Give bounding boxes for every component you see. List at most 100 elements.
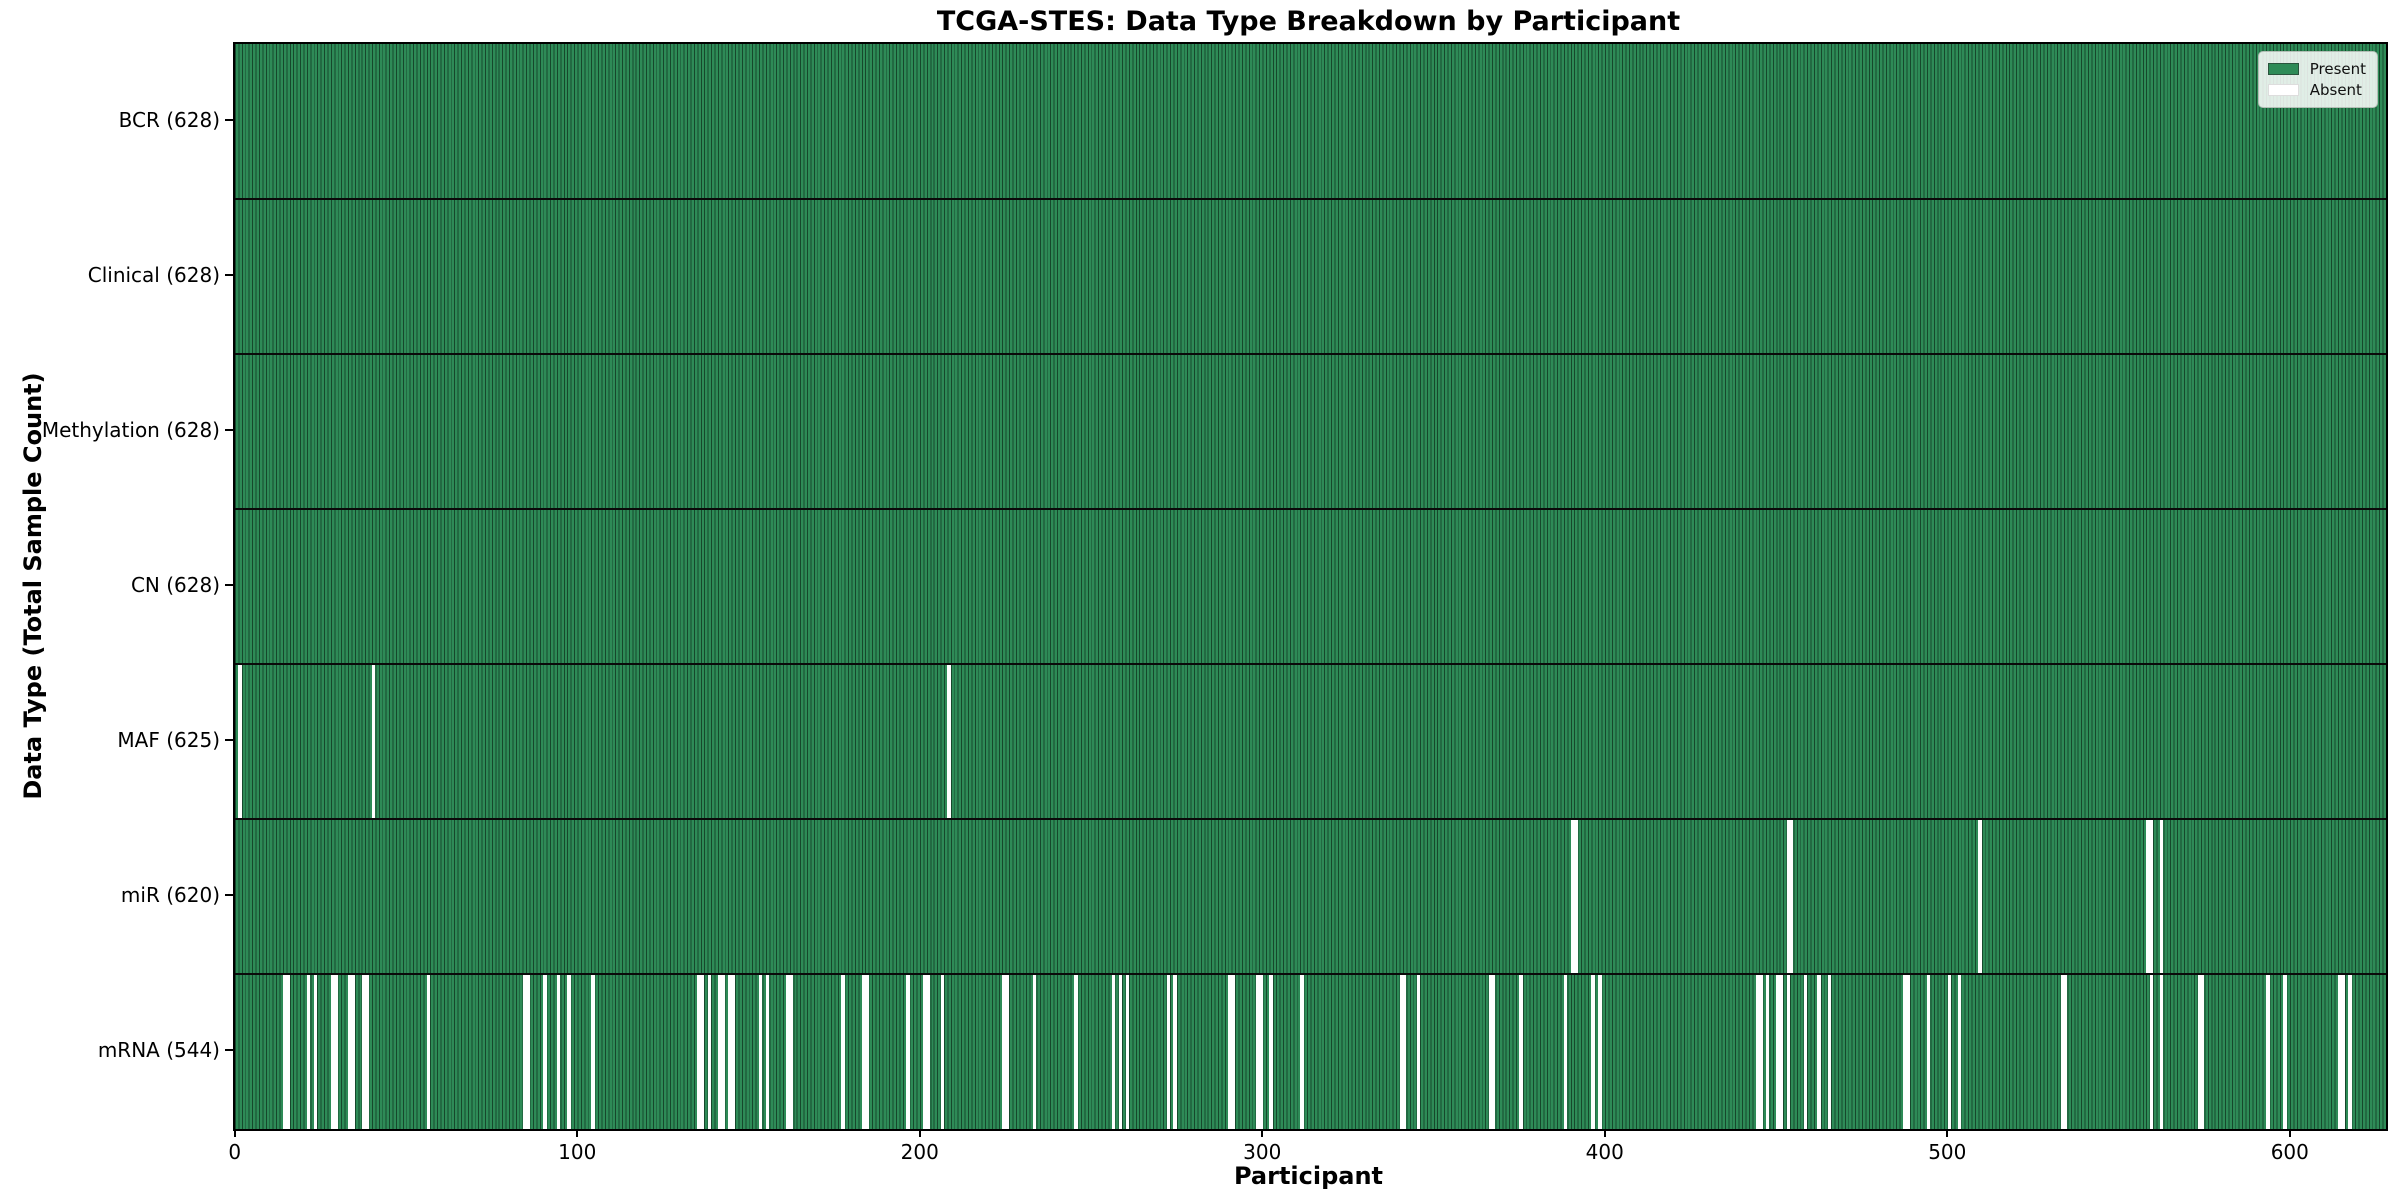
- absent-stripe: [282, 974, 290, 1129]
- absent-stripe: [1166, 974, 1171, 1129]
- absent-stripe: [1255, 974, 1263, 1129]
- absent-stripe: [2348, 974, 2352, 1129]
- legend-entry-absent: Absent: [2267, 79, 2366, 100]
- matrix-row-BCR: [235, 44, 2386, 199]
- x-tick-label: 0: [228, 1140, 242, 1164]
- absent-stripe: [1563, 974, 1568, 1129]
- absent-stripe: [1598, 974, 1602, 1129]
- y-tick: [225, 893, 233, 896]
- row-separator: [235, 818, 2386, 820]
- y-tick: [225, 273, 233, 276]
- absent-stripe: [2159, 819, 2164, 974]
- y-tick: [225, 118, 233, 121]
- y-tick: [225, 738, 233, 741]
- absent-swatch-icon: [2267, 83, 2299, 96]
- absent-stripe: [2338, 974, 2345, 1129]
- absent-stripe: [1125, 974, 1129, 1129]
- matrix-row-Clinical: [235, 199, 2386, 354]
- legend-label: Absent: [2309, 80, 2362, 99]
- absent-stripe: [522, 974, 530, 1129]
- absent-stripe: [728, 974, 736, 1129]
- absent-stripe: [330, 974, 338, 1129]
- x-tick: [576, 1129, 579, 1137]
- absent-stripe: [1399, 974, 1407, 1129]
- absent-stripe: [1488, 974, 1496, 1129]
- absent-stripe: [1416, 974, 1421, 1129]
- y-tick: [225, 428, 233, 431]
- row-separator: [235, 663, 2386, 665]
- row-separator: [235, 353, 2386, 355]
- x-tick-label: 300: [1243, 1140, 1282, 1164]
- y-tick: [225, 1048, 233, 1051]
- absent-stripe: [1766, 974, 1770, 1129]
- absent-stripe: [2149, 974, 2154, 1129]
- absent-stripe: [361, 974, 369, 1129]
- x-tick-label: 100: [558, 1140, 597, 1164]
- y-tick: [225, 583, 233, 586]
- x-tick-label: 400: [1585, 1140, 1624, 1164]
- absent-stripe: [1903, 974, 1910, 1129]
- absent-stripe: [1111, 974, 1116, 1129]
- absent-stripe: [1755, 974, 1763, 1129]
- row-separator: [235, 508, 2386, 510]
- absent-stripe: [1591, 974, 1595, 1129]
- absent-stripe: [697, 974, 705, 1129]
- absent-stripe: [2060, 974, 2068, 1129]
- absent-stripe: [906, 974, 910, 1129]
- absent-stripe: [1074, 974, 1078, 1129]
- absent-stripe: [1173, 974, 1177, 1129]
- y-tick-label-CN: CN (628): [130, 572, 220, 597]
- absent-stripe: [426, 974, 431, 1129]
- absent-stripe: [1786, 974, 1791, 1129]
- legend-label: Present: [2309, 59, 2366, 78]
- matrix-row-miR: [235, 819, 2386, 974]
- absent-stripe: [1786, 819, 1794, 974]
- absent-stripe: [1002, 974, 1010, 1129]
- y-tick-label-BCR: BCR (628): [118, 107, 220, 132]
- absent-stripe: [1228, 974, 1236, 1129]
- absent-stripe: [556, 974, 561, 1129]
- absent-stripe: [759, 974, 763, 1129]
- x-tick: [2288, 1129, 2291, 1137]
- absent-stripe: [1118, 974, 1123, 1129]
- x-tick: [1946, 1129, 1949, 1137]
- y-tick-label-miR: miR (620): [120, 882, 220, 907]
- x-tick: [1261, 1129, 1264, 1137]
- absent-stripe: [1827, 974, 1832, 1129]
- legend: Present Absent: [2257, 51, 2378, 108]
- absent-stripe: [1957, 974, 1962, 1129]
- absent-stripe: [1947, 974, 1951, 1129]
- absent-stripe: [1776, 974, 1784, 1129]
- absent-stripe: [2283, 974, 2287, 1129]
- absent-stripe: [313, 974, 318, 1129]
- absent-stripe: [372, 664, 376, 819]
- y-tick-label-MAF: MAF (625): [117, 727, 220, 752]
- absent-stripe: [1817, 974, 1821, 1129]
- absent-stripe: [1269, 974, 1273, 1129]
- absent-stripe: [2197, 974, 2205, 1129]
- absent-stripe: [348, 974, 355, 1129]
- absent-stripe: [1927, 974, 1931, 1129]
- x-tick-label: 600: [2270, 1140, 2309, 1164]
- absent-stripe: [1978, 819, 1982, 974]
- absent-stripe: [861, 974, 869, 1129]
- absent-stripe: [923, 974, 931, 1129]
- legend-entry-present: Present: [2267, 58, 2366, 79]
- x-tick-label: 200: [900, 1140, 939, 1164]
- absent-stripe: [2266, 974, 2270, 1129]
- y-tick-label-Methylation: Methylation (628): [41, 417, 220, 442]
- absent-stripe: [2159, 974, 2164, 1129]
- x-tick: [918, 1129, 921, 1137]
- absent-stripe: [1570, 819, 1578, 974]
- absent-stripe: [543, 974, 547, 1129]
- x-tick: [1603, 1129, 1606, 1137]
- absent-stripe: [567, 974, 571, 1129]
- absent-stripe: [2146, 819, 2154, 974]
- x-axis-label: Participant: [1233, 1162, 1384, 1190]
- chart-title: TCGA-STES: Data Type Breakdown by Partic…: [936, 6, 1681, 37]
- present-swatch-icon: [2267, 62, 2299, 75]
- absent-stripe: [1033, 974, 1037, 1129]
- absent-stripe: [1519, 974, 1523, 1129]
- absent-stripe: [707, 974, 712, 1129]
